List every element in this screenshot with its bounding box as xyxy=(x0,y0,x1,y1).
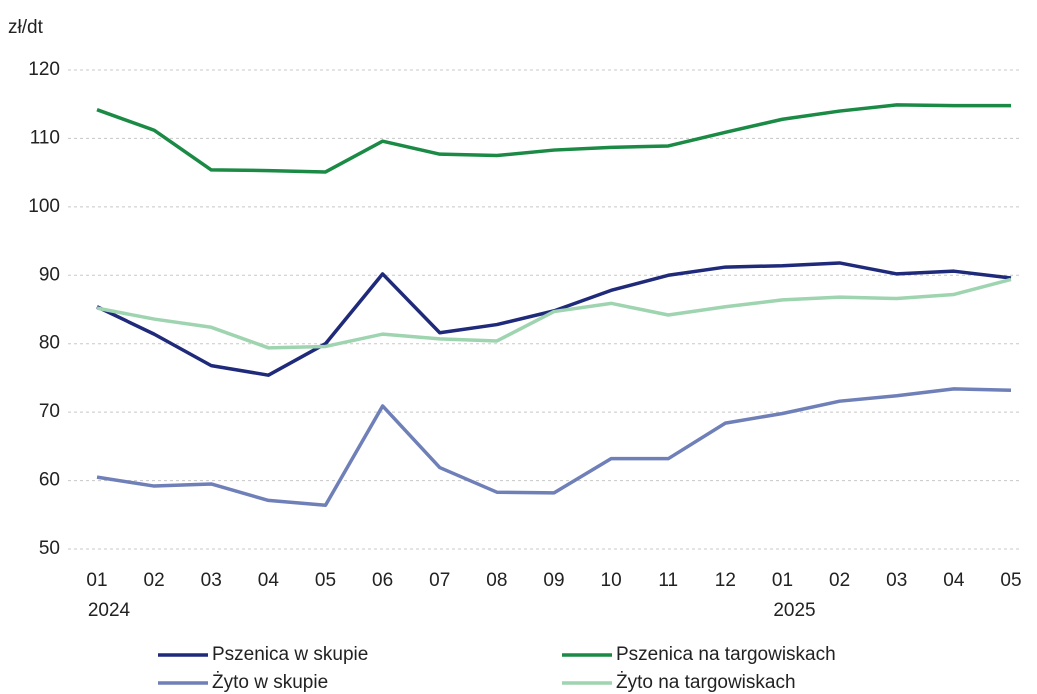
y-unit: zł/dt xyxy=(8,17,44,38)
legend-label: Żyto w skupie xyxy=(212,672,328,693)
x-tick-label: 03 xyxy=(886,570,907,591)
x-tick-label: 01 xyxy=(86,570,107,591)
y-tick-label: 60 xyxy=(39,470,60,491)
x-tick-label: 03 xyxy=(201,570,222,591)
x-tick-label: 10 xyxy=(601,570,622,591)
x-tick-label: 06 xyxy=(372,570,393,591)
x-tick-label: 09 xyxy=(543,570,564,591)
y-tick-label: 110 xyxy=(30,127,60,148)
y-tick-label: 80 xyxy=(39,333,60,354)
x-year-label: 2024 xyxy=(88,600,131,621)
series-line xyxy=(96,103,1011,174)
x-tick-label: 04 xyxy=(943,570,965,591)
legend-label: Żyto na targowiskach xyxy=(616,672,796,693)
x-tick-label: 12 xyxy=(715,570,736,591)
x-tick-label: 02 xyxy=(829,570,850,591)
x-tick-label: 11 xyxy=(658,570,678,591)
x-tick-label: 05 xyxy=(315,570,336,591)
series-line xyxy=(96,261,1012,377)
legend-label: Pszenica w skupie xyxy=(212,644,368,665)
series-line xyxy=(96,387,1012,507)
x-tick-label: 04 xyxy=(258,570,280,591)
y-tick-label: 90 xyxy=(39,264,60,285)
x-tick-label: 05 xyxy=(1000,570,1021,591)
y-tick-label: 70 xyxy=(39,401,60,422)
series-line xyxy=(96,277,1012,350)
y-tick-label: 100 xyxy=(28,196,60,217)
x-year-label: 2025 xyxy=(773,600,815,621)
x-tick-label: 01 xyxy=(772,570,793,591)
x-tick-label: 07 xyxy=(429,570,450,591)
legend-label: Pszenica na targowiskach xyxy=(616,644,836,665)
y-tick-label: 120 xyxy=(28,59,60,80)
y-tick-label: 50 xyxy=(39,538,60,559)
x-tick-label: 02 xyxy=(144,570,165,591)
x-tick-label: 08 xyxy=(486,570,507,591)
